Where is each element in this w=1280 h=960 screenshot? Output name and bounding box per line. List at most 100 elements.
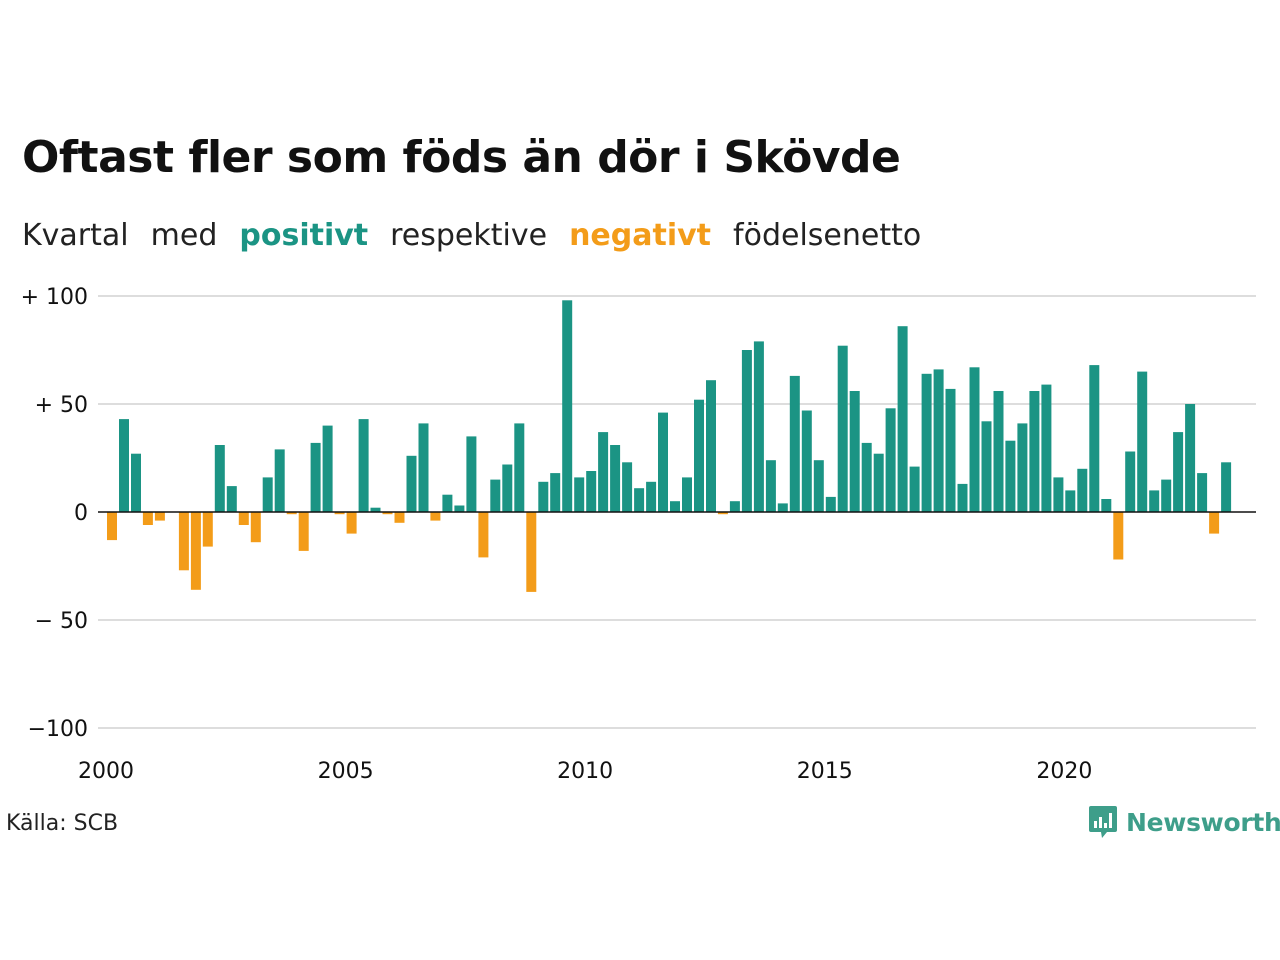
bar xyxy=(801,410,812,512)
x-tick-label: 2000 xyxy=(78,759,134,784)
bar xyxy=(1065,490,1076,512)
newsworthy-logo[interactable]: Newsworthy xyxy=(1088,804,1280,840)
y-tick-label: 0 xyxy=(74,501,88,526)
bar xyxy=(933,369,944,512)
bar xyxy=(622,462,633,512)
subtitle-word-with: med xyxy=(150,218,218,253)
bar xyxy=(562,300,573,512)
bar xyxy=(382,512,393,515)
bar xyxy=(634,488,645,512)
bar xyxy=(1053,477,1064,512)
x-tick-label: 2005 xyxy=(318,759,374,784)
bar xyxy=(238,512,249,525)
bar xyxy=(909,466,920,512)
bar xyxy=(430,512,441,521)
bar xyxy=(957,483,968,512)
bar xyxy=(226,486,237,512)
bar xyxy=(993,391,1004,512)
chart-title: Oftast fler som föds än dör i Skövde xyxy=(22,132,901,183)
bar xyxy=(777,503,788,512)
bar xyxy=(119,419,129,512)
newsworthy-logo-icon xyxy=(1089,806,1117,838)
bar xyxy=(131,453,141,512)
bar xyxy=(825,496,836,512)
bar xyxy=(1029,391,1040,512)
bar xyxy=(765,460,776,512)
bar xyxy=(322,425,333,512)
bar xyxy=(717,512,728,515)
bar xyxy=(370,507,381,512)
bar xyxy=(478,512,489,558)
bar xyxy=(1113,512,1124,560)
bar xyxy=(885,408,896,512)
bar xyxy=(490,479,501,512)
bar xyxy=(550,473,561,512)
bar xyxy=(1221,462,1232,512)
bar xyxy=(1197,473,1208,512)
bar xyxy=(142,512,153,525)
bar xyxy=(1125,451,1136,512)
bar xyxy=(286,512,297,515)
bar xyxy=(526,512,537,592)
bar xyxy=(658,412,668,512)
bar xyxy=(538,481,549,512)
bar xyxy=(729,501,740,512)
bar xyxy=(574,477,585,512)
x-tick-label: 2020 xyxy=(1036,759,1092,784)
bar xyxy=(682,477,692,512)
bar xyxy=(202,512,213,547)
x-tick-label: 2010 xyxy=(557,759,613,784)
bar xyxy=(418,423,429,512)
bar xyxy=(250,512,261,543)
bar xyxy=(262,477,273,512)
bar xyxy=(1101,499,1112,512)
source-credit: Källa: SCB xyxy=(6,811,119,836)
bar xyxy=(741,350,752,512)
y-tick-label: + 50 xyxy=(35,393,88,418)
bar xyxy=(849,391,860,512)
bar xyxy=(1161,479,1172,512)
chart-subtitle: Kvartal med positivt respektive negativt föde… xyxy=(22,218,943,253)
bar xyxy=(274,449,285,512)
bar xyxy=(706,380,716,512)
bar xyxy=(694,399,704,512)
bar xyxy=(1149,490,1160,512)
bar xyxy=(466,436,477,512)
bar xyxy=(598,432,609,512)
bars xyxy=(107,300,1232,592)
bar xyxy=(454,505,465,512)
bar xyxy=(190,512,201,590)
bar xyxy=(873,453,884,512)
bar xyxy=(789,375,800,512)
bar xyxy=(646,481,657,512)
subtitle-positive-label: positivt xyxy=(239,218,369,253)
bar xyxy=(310,442,321,512)
bar xyxy=(921,373,932,512)
bar xyxy=(1209,512,1220,534)
subtitle-negative-label: negativt xyxy=(569,218,712,253)
bar xyxy=(298,512,309,551)
bar xyxy=(1089,365,1100,512)
bar xyxy=(861,442,872,512)
bar xyxy=(442,494,453,512)
bar xyxy=(981,421,992,512)
bar xyxy=(502,464,513,512)
bar xyxy=(945,388,956,512)
subtitle-word-quarter: Kvartal xyxy=(22,218,129,253)
bar xyxy=(214,445,225,512)
bar xyxy=(670,501,680,512)
bar xyxy=(610,445,621,512)
bar xyxy=(394,512,405,523)
bar xyxy=(107,512,117,541)
bar-chart: + 100 + 50 0 − 50 −100 2000 2005 2010 2015 2020 xyxy=(21,285,1256,784)
bar xyxy=(334,512,345,515)
bar xyxy=(514,423,525,512)
y-tick-label: −100 xyxy=(28,717,88,742)
bar xyxy=(813,460,824,512)
bar xyxy=(1137,371,1148,512)
bar xyxy=(897,326,908,512)
subtitle-word-birth-net: födelsenetto xyxy=(733,218,922,253)
y-tick-label: + 100 xyxy=(21,285,88,310)
bar xyxy=(406,455,417,512)
bar xyxy=(969,367,980,512)
